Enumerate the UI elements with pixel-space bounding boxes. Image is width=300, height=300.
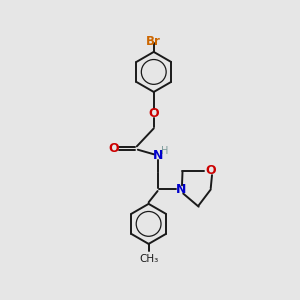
- Text: O: O: [109, 142, 119, 155]
- Text: N: N: [152, 149, 163, 162]
- Text: O: O: [206, 164, 216, 177]
- Text: Br: Br: [146, 34, 161, 48]
- Text: O: O: [148, 107, 159, 120]
- Text: CH₃: CH₃: [139, 254, 158, 264]
- Text: H: H: [160, 146, 168, 156]
- Text: N: N: [176, 183, 186, 196]
